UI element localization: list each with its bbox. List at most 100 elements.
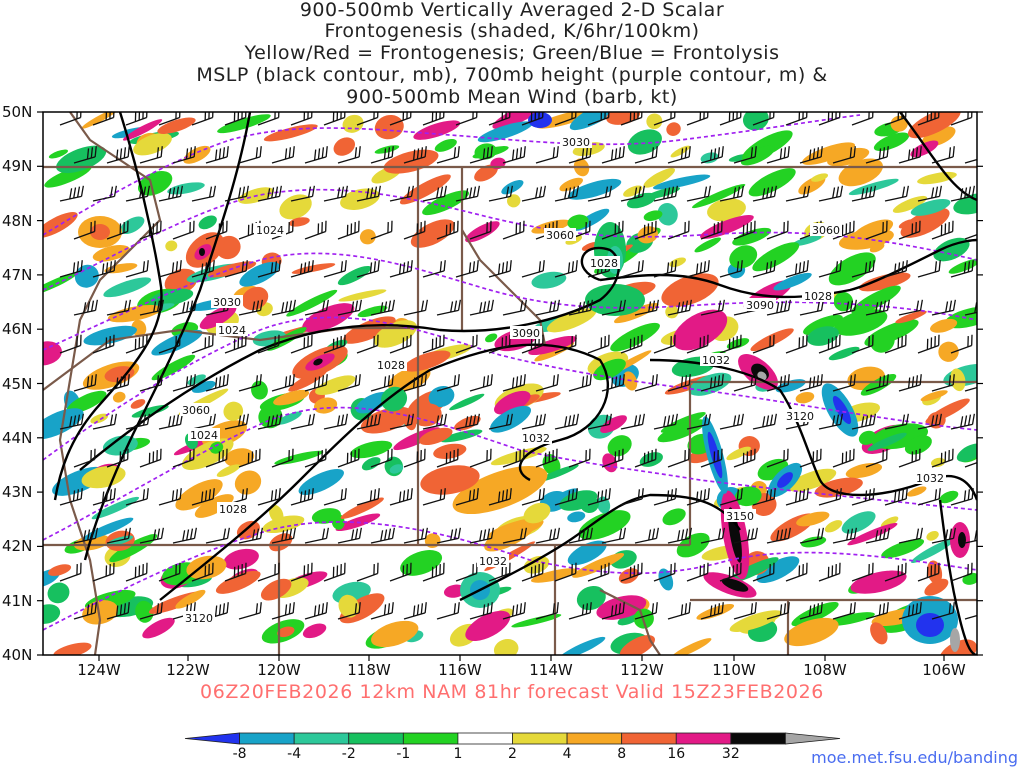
fronto-cell bbox=[567, 178, 622, 200]
wind-barb bbox=[370, 299, 395, 316]
fronto-cell bbox=[907, 112, 961, 139]
mslp-contour bbox=[53, 112, 163, 501]
fronto-cell bbox=[726, 338, 750, 349]
fronto-cell bbox=[465, 610, 511, 642]
wind-barb bbox=[304, 146, 328, 164]
wind-barb bbox=[851, 185, 876, 202]
fronto-cell bbox=[700, 214, 754, 239]
wind-barb bbox=[139, 602, 163, 620]
fronto-cell bbox=[950, 628, 960, 652]
fronto-cell bbox=[48, 564, 72, 576]
wind-barb bbox=[158, 334, 181, 354]
fronto-cell bbox=[81, 465, 126, 489]
wind-barb bbox=[73, 602, 97, 620]
fronto-cell bbox=[440, 429, 483, 443]
wind-barb bbox=[521, 562, 544, 582]
wind-barb bbox=[92, 334, 115, 354]
fronto-cell bbox=[670, 638, 712, 655]
fronto-cell bbox=[880, 516, 899, 528]
fronto-cell bbox=[707, 198, 746, 222]
svg-text:3150: 3150 bbox=[726, 510, 754, 523]
svg-text:3030: 3030 bbox=[213, 296, 241, 309]
svg-text:3120: 3120 bbox=[786, 410, 814, 423]
fronto-cell bbox=[933, 237, 970, 262]
wind-barb bbox=[205, 448, 228, 468]
fronto-cell bbox=[803, 314, 843, 336]
fronto-cell bbox=[791, 235, 822, 247]
height-label: 3090 bbox=[510, 326, 542, 340]
wind-barb bbox=[488, 185, 513, 202]
wind-barb bbox=[964, 156, 977, 164]
lat-label: 48N bbox=[2, 211, 33, 230]
wind-barb bbox=[455, 260, 479, 278]
wind-barb bbox=[535, 527, 560, 544]
wind-barb bbox=[700, 146, 724, 164]
credit-link[interactable]: moe.met.fsu.edu/banding bbox=[811, 748, 1018, 767]
wind-barb bbox=[337, 527, 362, 544]
wind-barb bbox=[931, 448, 954, 468]
fronto-cell bbox=[924, 578, 949, 596]
wind-barb bbox=[601, 602, 625, 620]
wind-barb bbox=[238, 448, 261, 468]
wind-barb bbox=[634, 448, 657, 468]
fronto-cell bbox=[536, 112, 595, 129]
wind-barb bbox=[304, 448, 327, 468]
wind-barb bbox=[304, 299, 329, 316]
fronto-cell bbox=[672, 309, 728, 351]
wind-barb bbox=[139, 146, 163, 164]
fronto-cell bbox=[216, 464, 241, 477]
wind-barb bbox=[422, 562, 445, 582]
wind-barb bbox=[106, 146, 130, 164]
wind-barb bbox=[568, 602, 592, 620]
wind-barb bbox=[653, 334, 676, 354]
fronto-cell bbox=[263, 124, 318, 142]
wind-barb bbox=[832, 299, 857, 316]
wind-barb bbox=[700, 527, 725, 544]
wind-barb bbox=[818, 488, 842, 506]
fronto-cell bbox=[122, 119, 163, 141]
wind-barb bbox=[884, 562, 907, 582]
fronto-cell bbox=[198, 215, 217, 230]
fronto-cell bbox=[340, 188, 380, 210]
wind-barb bbox=[766, 448, 789, 468]
fronto-cell bbox=[269, 504, 284, 523]
svg-text:3090: 3090 bbox=[746, 299, 774, 312]
wind-barb bbox=[337, 374, 361, 392]
wind-barb bbox=[634, 220, 657, 240]
wind-barb bbox=[799, 602, 823, 620]
fronto-cell bbox=[669, 257, 686, 268]
wind-barb bbox=[73, 299, 98, 316]
fronto-cell bbox=[279, 194, 312, 220]
fronto-cell bbox=[484, 518, 536, 552]
wind-barb bbox=[488, 334, 511, 354]
fronto-cell bbox=[286, 289, 338, 317]
wind-barb bbox=[917, 185, 942, 202]
wind-barb bbox=[59, 334, 82, 354]
lon-label: 114W bbox=[529, 661, 573, 679]
wind-barb bbox=[125, 562, 148, 582]
fronto-cell bbox=[898, 219, 915, 229]
fronto-cell bbox=[881, 538, 925, 559]
fronto-cell bbox=[795, 391, 815, 404]
wind-barb bbox=[818, 413, 843, 430]
fronto-cell bbox=[858, 272, 911, 292]
wind-barb bbox=[92, 185, 117, 202]
wind-barb bbox=[73, 527, 98, 544]
fronto-cell bbox=[234, 470, 262, 495]
mslp-contour bbox=[459, 493, 741, 602]
fronto-cell bbox=[350, 440, 393, 459]
fronto-cell bbox=[662, 508, 686, 526]
wind-barb bbox=[337, 146, 361, 164]
wind-barb bbox=[832, 448, 855, 468]
wind-barb bbox=[752, 185, 777, 202]
svg-text:1028: 1028 bbox=[804, 290, 832, 303]
fronto-cell bbox=[492, 112, 544, 130]
wind-barb bbox=[257, 562, 280, 582]
fronto-cell bbox=[223, 401, 244, 421]
wind-barb bbox=[785, 185, 810, 202]
wind-barb bbox=[59, 185, 84, 202]
fronto-cell bbox=[944, 306, 977, 329]
fronto-cell bbox=[434, 138, 457, 152]
wind-barb bbox=[568, 299, 593, 316]
fronto-cell bbox=[646, 113, 663, 130]
